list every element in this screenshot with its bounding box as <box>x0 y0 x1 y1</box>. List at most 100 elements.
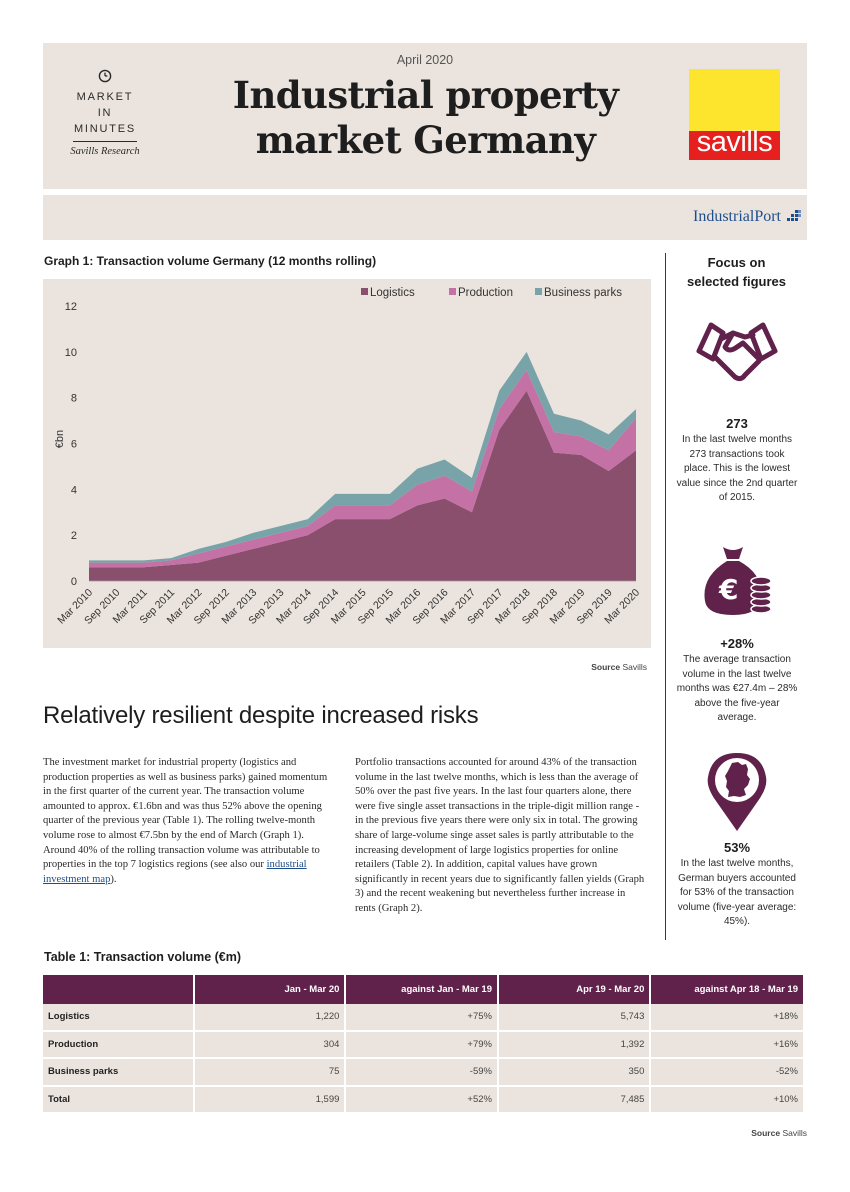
sidebar-title-line-1: Focus on <box>707 255 766 270</box>
row-label: Logistics <box>43 1004 193 1032</box>
report-date: April 2020 <box>396 53 454 67</box>
figure-text: The average transaction volume in the la… <box>676 654 798 724</box>
clock-icon <box>98 69 112 83</box>
row-label: Production <box>43 1031 193 1059</box>
report-header: MARKET IN MINUTES Savills Research April… <box>43 43 807 189</box>
table1-title: Table 1: Transaction volume (€m) <box>44 950 242 964</box>
table-cell: 1,599 <box>194 1086 345 1114</box>
y-tick-label: 0 <box>71 576 77 588</box>
germany-map-pin-icon <box>666 749 808 833</box>
area-production <box>89 370 636 568</box>
industrialport-logo: IndustrialPort <box>693 208 801 226</box>
table-cell: +75% <box>346 1004 497 1032</box>
figure-german-buyers: 53% In the last twelve months, German bu… <box>666 840 808 930</box>
savills-logo: savills <box>689 69 780 160</box>
table-cell: 1,220 <box>194 1004 345 1032</box>
grid-dots-icon <box>787 210 801 221</box>
column-1-text: The investment market for industrial pro… <box>43 757 328 871</box>
y-tick-label: 12 <box>65 301 77 313</box>
table-cell: +18% <box>651 1004 803 1032</box>
legend-swatch <box>361 288 368 295</box>
table-header-row: Jan - Mar 20 against Jan - Mar 19 Apr 19… <box>43 975 803 1004</box>
logo-text: savills <box>696 126 773 158</box>
figure-value: 273 <box>726 416 748 431</box>
figure-text: In the last twelve months, German buyers… <box>677 858 797 928</box>
table-cell: 7,485 <box>498 1086 650 1114</box>
legend-swatch <box>535 288 542 295</box>
research-label: Savills Research <box>70 146 140 157</box>
figure-text: In the last twelve months 273 transactio… <box>676 434 798 504</box>
y-tick-label: 2 <box>71 530 77 542</box>
header-cell: Jan - Mar 20 <box>194 975 345 1004</box>
series-line-3: MINUTES <box>73 123 137 135</box>
graph1-title: Graph 1: Transaction volume Germany (12 … <box>44 254 377 268</box>
figure-average-volume: +28% The average transaction volume in t… <box>666 636 808 726</box>
legend-swatch <box>449 288 456 295</box>
table-cell: 1,392 <box>498 1031 650 1059</box>
figure-value: 53% <box>723 840 751 855</box>
table-cell: -52% <box>651 1059 803 1087</box>
legend-label: Logistics <box>370 287 415 299</box>
title-line-2: market Germany <box>255 118 596 162</box>
table-cell: +52% <box>346 1086 497 1114</box>
focus-sidebar: Focus on selected figures 273 In the las… <box>665 253 807 940</box>
sidebar-title-line-2: selected figures <box>687 274 786 289</box>
sidebar-title: Focus on selected figures <box>666 253 807 291</box>
table-cell: 350 <box>498 1059 650 1087</box>
column-1-end: ). <box>110 873 117 885</box>
graph1-source: Source Savills <box>591 662 647 672</box>
handshake-icon <box>666 317 808 397</box>
table-row: Total 1,599 +52% 7,485 +10% <box>43 1086 803 1114</box>
legend-label: Business parks <box>544 287 622 299</box>
y-tick-label: 6 <box>71 439 77 451</box>
table-cell: 304 <box>194 1031 345 1059</box>
graph1-source-name: Savills <box>622 662 647 672</box>
market-in-minutes-badge: MARKET IN MINUTES Savills Research <box>67 69 143 157</box>
table-cell: 75 <box>194 1059 345 1087</box>
row-label: Total <box>43 1086 193 1114</box>
table-cell: -59% <box>346 1059 497 1087</box>
partner-name: IndustrialPort <box>693 208 781 225</box>
table-cell: +79% <box>346 1031 497 1059</box>
header-cell <box>43 975 193 1004</box>
y-tick-label: 4 <box>71 484 77 496</box>
transaction-volume-table: Jan - Mar 20 against Jan - Mar 19 Apr 19… <box>41 975 805 1114</box>
figure-transactions: 273 In the last twelve months 273 transa… <box>666 416 808 506</box>
series-line-2: IN <box>97 107 113 119</box>
table-row: Production 304 +79% 1,392 +16% <box>43 1031 803 1059</box>
y-tick-label: 10 <box>65 347 77 359</box>
table1-source: Source Savills <box>751 1128 807 1138</box>
table-row: Logistics 1,220 +75% 5,743 +18% <box>43 1004 803 1032</box>
partner-bar: IndustrialPort <box>43 195 807 240</box>
y-axis-label: €bn <box>54 430 66 448</box>
article-heading: Relatively resilient despite increased r… <box>43 702 479 729</box>
table-cell: 5,743 <box>498 1004 650 1032</box>
money-bag-euro-icon: € <box>666 537 808 619</box>
header-cell: against Apr 18 - Mar 19 <box>651 975 803 1004</box>
area-business-parks <box>89 351 636 563</box>
title-line-1: Industrial property <box>232 73 619 117</box>
header-cell: against Jan - Mar 19 <box>346 975 497 1004</box>
series-divider <box>73 141 137 142</box>
table1-source-label: Source <box>751 1128 781 1138</box>
header-cell: Apr 19 - Mar 20 <box>498 975 650 1004</box>
logo-red-stripe <box>689 131 780 160</box>
graph1-chart: 0 2 4 6 8 10 12 €bn Mar 2010 Sep 2010 Mar 2011 Sep … <box>43 279 651 648</box>
legend-label: Production <box>458 287 513 299</box>
industrial-investment-map-link[interactable]: industrial investment map <box>43 859 307 885</box>
table1-source-name: Savills <box>782 1128 807 1138</box>
graph1-source-label: Source <box>591 662 621 672</box>
article-column-2: Portfolio transactions accounted for aro… <box>355 757 645 914</box>
table-row: Business parks 75 -59% 350 -52% <box>43 1059 803 1087</box>
series-line-1: MARKET <box>76 91 134 103</box>
table-cell: +10% <box>651 1086 803 1114</box>
y-tick-label: 8 <box>71 393 77 405</box>
article-column-1: The investment market for industrial pro… <box>43 756 335 887</box>
figure-value: +28% <box>720 636 754 651</box>
svg-text:€: € <box>718 573 738 606</box>
row-label: Business parks <box>43 1059 193 1087</box>
table-cell: +16% <box>651 1031 803 1059</box>
area-logistics <box>89 390 636 581</box>
report-title: Industrial property market Germany <box>168 73 683 163</box>
